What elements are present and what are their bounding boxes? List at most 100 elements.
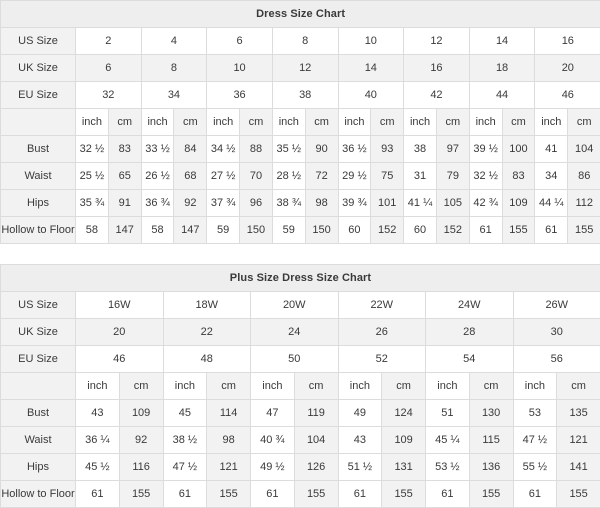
unit-header-inch: inch xyxy=(76,109,109,136)
row-label: Waist xyxy=(1,427,76,454)
measure-cell-cm: 150 xyxy=(240,217,273,244)
measure-cell-inch: 61 xyxy=(338,481,382,508)
unit-header-inch: inch xyxy=(513,373,557,400)
unit-header-inch: inch xyxy=(426,373,470,400)
unit-header-cm: cm xyxy=(207,373,251,400)
measure-cell-inch: 43 xyxy=(338,427,382,454)
measure-cell-cm: 119 xyxy=(294,400,338,427)
measure-cell-inch: 35 ½ xyxy=(272,136,305,163)
measure-cell-cm: 68 xyxy=(174,163,207,190)
measure-cell-cm: 104 xyxy=(568,136,600,163)
row-label: EU Size xyxy=(1,82,76,109)
size-value-cell: 10 xyxy=(338,28,404,55)
unit-header-cm: cm xyxy=(502,109,535,136)
row-label: Bust xyxy=(1,136,76,163)
size-value-cell: 54 xyxy=(426,346,514,373)
unit-header-spacer xyxy=(1,109,76,136)
unit-header-inch: inch xyxy=(535,109,568,136)
size-value-cell: 52 xyxy=(338,346,426,373)
size-value-cell: 6 xyxy=(207,28,273,55)
measure-cell-inch: 26 ½ xyxy=(141,163,174,190)
measure-cell-inch: 35 ¾ xyxy=(76,190,109,217)
measure-cell-cm: 83 xyxy=(502,163,535,190)
size-value-cell: 36 xyxy=(207,82,273,109)
measure-cell-cm: 97 xyxy=(436,136,469,163)
unit-header-inch: inch xyxy=(338,109,371,136)
measure-cell-cm: 126 xyxy=(294,454,338,481)
measure-cell-inch: 61 xyxy=(469,217,502,244)
measure-cell-cm: 104 xyxy=(294,427,338,454)
measure-cell-cm: 114 xyxy=(207,400,251,427)
measure-cell-inch: 31 xyxy=(404,163,437,190)
measure-cell-inch: 33 ½ xyxy=(141,136,174,163)
measure-cell-cm: 90 xyxy=(305,136,338,163)
size-value-cell: 22W xyxy=(338,292,426,319)
size-value-cell: 40 xyxy=(338,82,404,109)
unit-header-inch: inch xyxy=(338,373,382,400)
measure-cell-cm: 155 xyxy=(502,217,535,244)
measure-cell-inch: 58 xyxy=(141,217,174,244)
measure-cell-inch: 36 ½ xyxy=(338,136,371,163)
measure-cell-cm: 83 xyxy=(108,136,141,163)
measure-cell-cm: 70 xyxy=(240,163,273,190)
measure-cell-inch: 51 ½ xyxy=(338,454,382,481)
size-value-cell: 38 xyxy=(272,82,338,109)
measure-cell-cm: 115 xyxy=(469,427,513,454)
size-value-cell: 46 xyxy=(76,346,164,373)
table-title-row: Dress Size Chart xyxy=(1,1,600,28)
measure-cell-inch: 47 xyxy=(251,400,295,427)
table-title: Plus Size Dress Size Chart xyxy=(1,265,600,292)
measure-cell-inch: 41 ¼ xyxy=(404,190,437,217)
size-value-cell: 56 xyxy=(513,346,600,373)
size-value-cell: 30 xyxy=(513,319,600,346)
measure-cell-cm: 93 xyxy=(371,136,404,163)
measure-cell-inch: 32 ½ xyxy=(76,136,109,163)
table-separator-gap xyxy=(0,244,600,264)
measure-cell-inch: 32 ½ xyxy=(469,163,502,190)
row-label: US Size xyxy=(1,292,76,319)
table-title: Dress Size Chart xyxy=(1,1,600,28)
measure-cell-inch: 38 xyxy=(404,136,437,163)
measure-cell-inch: 61 xyxy=(163,481,207,508)
unit-header-cm: cm xyxy=(436,109,469,136)
measure-cell-cm: 121 xyxy=(557,427,600,454)
measure-cell-inch: 60 xyxy=(338,217,371,244)
measure-cell-cm: 150 xyxy=(305,217,338,244)
unit-header-spacer xyxy=(1,373,76,400)
row-label: Hollow to Floor xyxy=(1,217,76,244)
measure-cell-inch: 40 ¾ xyxy=(251,427,295,454)
measure-cell-cm: 152 xyxy=(436,217,469,244)
measure-cell-cm: 109 xyxy=(382,427,426,454)
measure-cell-inch: 53 ½ xyxy=(426,454,470,481)
size-value-cell: 4 xyxy=(141,28,207,55)
size-value-cell: 20 xyxy=(535,55,600,82)
measure-cell-inch: 39 ¾ xyxy=(338,190,371,217)
measure-cell-cm: 152 xyxy=(371,217,404,244)
unit-header-inch: inch xyxy=(251,373,295,400)
measure-cell-inch: 42 ¾ xyxy=(469,190,502,217)
measure-cell-inch: 34 ½ xyxy=(207,136,240,163)
measure-cell-cm: 155 xyxy=(207,481,251,508)
measure-cell-cm: 155 xyxy=(119,481,163,508)
unit-header-inch: inch xyxy=(469,109,502,136)
measure-cell-cm: 105 xyxy=(436,190,469,217)
measure-cell-cm: 75 xyxy=(371,163,404,190)
unit-header-inch: inch xyxy=(207,109,240,136)
unit-header-inch: inch xyxy=(76,373,120,400)
measure-cell-cm: 155 xyxy=(382,481,426,508)
size-value-cell: 32 xyxy=(76,82,142,109)
measure-cell-inch: 45 ¼ xyxy=(426,427,470,454)
measure-cell-inch: 51 xyxy=(426,400,470,427)
measure-cell-cm: 141 xyxy=(557,454,600,481)
measure-cell-cm: 65 xyxy=(108,163,141,190)
row-label: Hips xyxy=(1,454,76,481)
unit-header-cm: cm xyxy=(371,109,404,136)
unit-header-cm: cm xyxy=(108,109,141,136)
unit-header-cm: cm xyxy=(382,373,426,400)
